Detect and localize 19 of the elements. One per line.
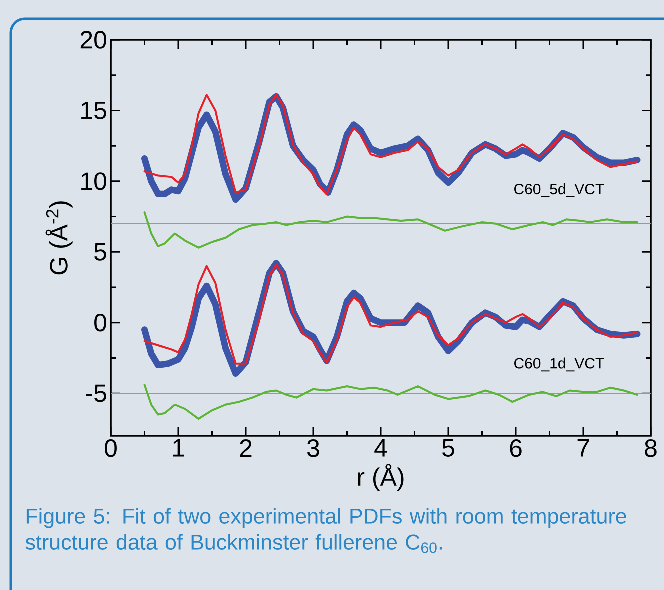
x-tick-label: 5 <box>442 440 454 457</box>
y-axis-title: G (Å$^{-2}$) <box>46 202 73 275</box>
caption: Figure 5: Fit of two experimental PDFs with room temperature structure data of Buckminster fullerene C$_{60}$. <box>26 508 626 554</box>
y-tick-label: 5 <box>94 243 106 261</box>
x-tick-label: 7 <box>578 440 590 457</box>
x-tick-label: 4 <box>374 440 388 457</box>
y-tick-label: 0 <box>94 314 106 332</box>
x-tick-label: 6 <box>510 440 522 458</box>
y-tick-label: 15 <box>82 102 106 120</box>
x-axis-title: r (Å) <box>358 464 404 492</box>
x-tick-label: 1 <box>173 440 184 457</box>
y-tick-label: 10 <box>82 172 106 190</box>
annotation: C60_5d_VCT <box>514 184 604 198</box>
y-tick-label: 20 <box>80 31 106 49</box>
x-tick-label: 3 <box>308 440 320 458</box>
y-tick-label: -5 <box>86 384 106 402</box>
x-tick-label: 2 <box>240 440 252 457</box>
x-tick-label: 8 <box>645 440 657 458</box>
annotation: C60_1d_VCT <box>514 358 604 372</box>
